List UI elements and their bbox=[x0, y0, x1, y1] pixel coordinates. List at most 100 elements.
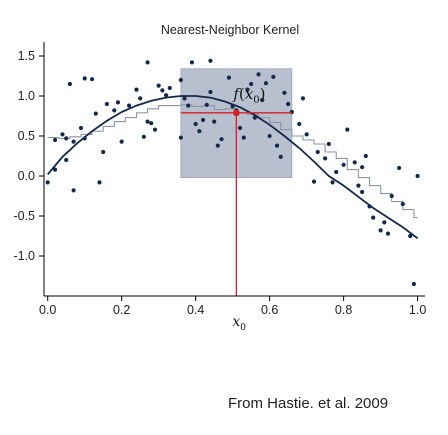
data-point bbox=[204, 102, 209, 107]
data-point bbox=[278, 154, 283, 159]
data-point bbox=[189, 60, 195, 65]
data-point bbox=[141, 134, 146, 139]
data-point bbox=[297, 121, 302, 127]
x-tick-label: 0.4 bbox=[187, 303, 204, 317]
data-point bbox=[104, 101, 109, 107]
data-point bbox=[208, 89, 213, 95]
data-point bbox=[230, 104, 235, 109]
x0-label-main: x bbox=[232, 314, 240, 330]
y-tick-label: 1.5 bbox=[18, 49, 35, 63]
data-point bbox=[371, 215, 376, 220]
data-point bbox=[397, 165, 402, 171]
data-point bbox=[378, 228, 383, 233]
data-point bbox=[363, 153, 368, 159]
data-point bbox=[408, 233, 413, 239]
data-point bbox=[208, 58, 213, 63]
data-point bbox=[97, 180, 102, 185]
x-tick-label: 0.2 bbox=[113, 303, 130, 317]
data-point bbox=[360, 189, 365, 195]
data-point bbox=[178, 77, 183, 83]
data-point bbox=[256, 72, 261, 77]
data-point bbox=[360, 165, 365, 170]
data-point bbox=[200, 117, 206, 123]
data-point bbox=[71, 188, 76, 193]
data-point bbox=[197, 129, 202, 134]
data-point bbox=[415, 173, 420, 179]
estimate-label-part: ) bbox=[260, 85, 266, 103]
data-point bbox=[304, 132, 309, 137]
y-tick-label: -0.5 bbox=[13, 209, 35, 223]
data-point bbox=[241, 135, 246, 140]
data-point bbox=[249, 81, 254, 87]
data-point bbox=[101, 149, 106, 155]
data-point bbox=[237, 125, 243, 131]
axes: x00.0 0.2 0.4 0.6 0.8 1.0-1.0-0.50.00.51.01.5 bbox=[13, 42, 426, 333]
data-point bbox=[385, 231, 391, 236]
y-tick-label: 0.5 bbox=[18, 129, 35, 143]
y-tick-label: 1.0 bbox=[18, 89, 35, 103]
data-point bbox=[64, 136, 69, 141]
data-point bbox=[64, 157, 69, 163]
data-point bbox=[382, 220, 387, 225]
estimate-label-part: x bbox=[245, 85, 254, 103]
estimate-label-part: 0 bbox=[253, 95, 259, 106]
data-point bbox=[315, 149, 320, 155]
data-point bbox=[149, 121, 154, 126]
data-point bbox=[67, 81, 72, 87]
estimate-label-part: ( bbox=[239, 85, 245, 103]
data-point bbox=[82, 76, 87, 81]
estimate-label-part: f bbox=[232, 85, 241, 103]
data-point bbox=[186, 103, 191, 108]
data-point bbox=[182, 96, 187, 101]
data-point bbox=[323, 156, 328, 161]
data-point bbox=[160, 88, 165, 93]
data-point bbox=[178, 135, 183, 140]
chart-title: Nearest-Neighbor Kernel bbox=[161, 23, 299, 37]
data-point bbox=[334, 169, 339, 175]
data-point bbox=[82, 136, 87, 141]
data-point bbox=[52, 137, 58, 143]
data-point bbox=[134, 87, 139, 92]
x-tick-label: 0.0 bbox=[39, 303, 56, 317]
data-point bbox=[115, 100, 121, 105]
data-point bbox=[271, 74, 276, 79]
data-point bbox=[263, 81, 269, 86]
x0-axis-label: x0 bbox=[232, 314, 246, 333]
data-point bbox=[93, 111, 98, 116]
data-point bbox=[156, 83, 161, 88]
data-point bbox=[289, 109, 294, 115]
data-point bbox=[352, 160, 357, 165]
data-point bbox=[326, 141, 331, 147]
data-point bbox=[167, 85, 172, 91]
data-point bbox=[367, 204, 372, 209]
data-point bbox=[145, 60, 150, 65]
data-point bbox=[71, 139, 76, 144]
data-point bbox=[60, 132, 65, 137]
y-tick-label: -1.0 bbox=[13, 249, 35, 263]
data-point bbox=[245, 87, 250, 92]
data-point bbox=[89, 77, 95, 82]
data-point bbox=[311, 179, 317, 184]
x-tick-label: 0.6 bbox=[261, 303, 278, 317]
data-point bbox=[274, 143, 280, 148]
data-point bbox=[52, 167, 58, 172]
data-point bbox=[193, 121, 198, 127]
data-point bbox=[138, 96, 143, 101]
data-point bbox=[78, 125, 84, 131]
source-caption: From Hastie. et al. 2009 bbox=[228, 395, 389, 412]
estimate-point bbox=[232, 109, 240, 117]
data-point bbox=[145, 119, 150, 124]
y-tick-label: 0.0 bbox=[18, 169, 35, 183]
x-tick-label: 0.8 bbox=[335, 303, 352, 317]
data-point bbox=[252, 115, 257, 120]
data-point bbox=[112, 108, 117, 113]
data-point bbox=[300, 96, 306, 101]
data-point bbox=[411, 281, 417, 287]
data-point bbox=[219, 137, 224, 142]
data-point bbox=[119, 139, 124, 144]
data-point bbox=[330, 180, 335, 185]
data-point bbox=[215, 143, 220, 148]
plot-area: f(x0) bbox=[45, 58, 420, 296]
estimate-label: f(x0) bbox=[232, 85, 265, 106]
data-point bbox=[152, 127, 158, 132]
